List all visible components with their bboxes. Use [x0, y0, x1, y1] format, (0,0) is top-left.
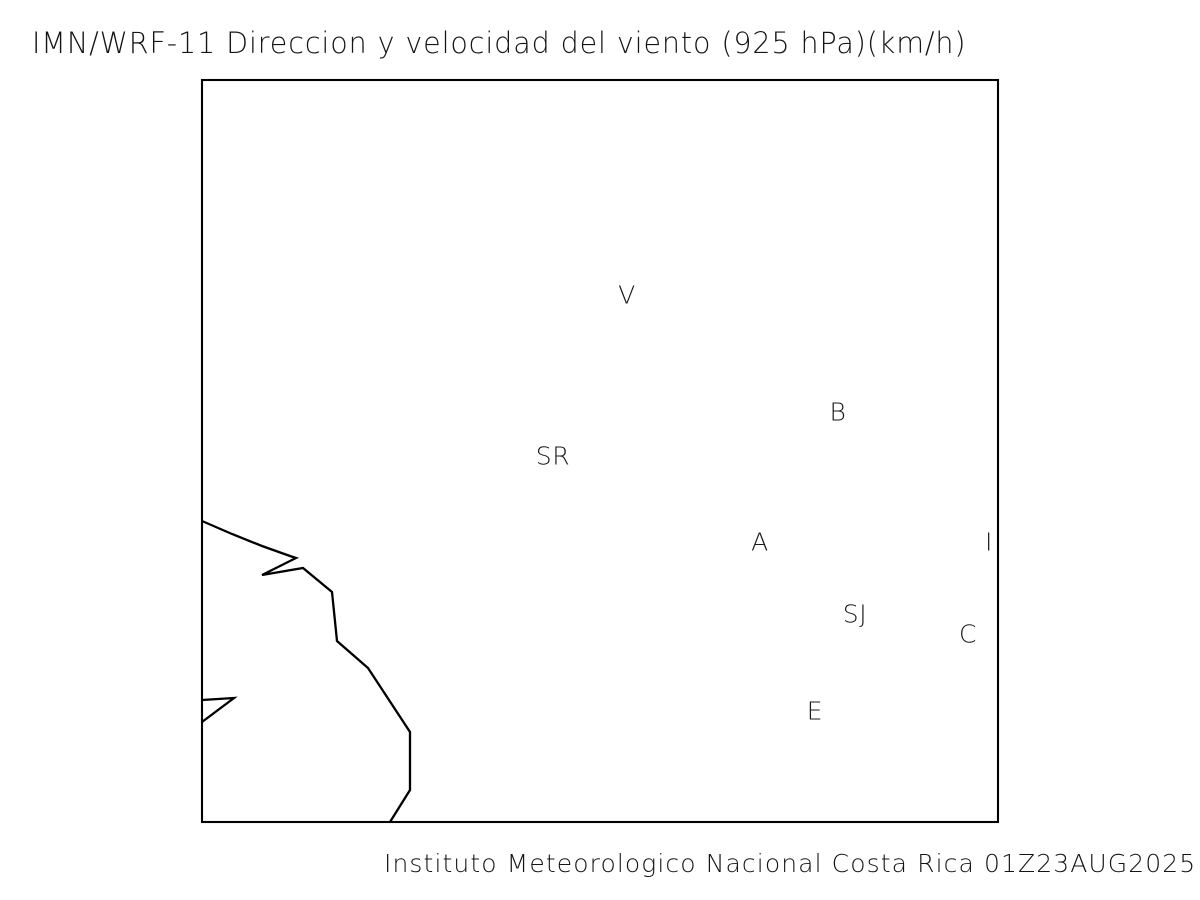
station-label-c: C — [958, 619, 978, 649]
station-label-sj: SJ — [842, 599, 868, 629]
station-label-i: I — [985, 527, 993, 557]
station-label-v: V — [618, 280, 636, 310]
station-label-a: A — [751, 527, 769, 557]
map-frame-border — [200, 78, 1000, 824]
coastline-group — [201, 519, 412, 823]
attribution-footer: Instituto Meteorologico Nacional Costa R… — [384, 849, 1197, 878]
station-label-b: B — [829, 397, 847, 427]
coastline-pacific-coast-main — [201, 519, 412, 823]
station-label-sr: SR — [535, 441, 571, 471]
page-title: IMN/WRF-11 Direccion y velocidad del vie… — [32, 26, 967, 60]
station-label-e: E — [806, 696, 824, 726]
coastline-pacific-coast-peninsula — [201, 696, 238, 723]
